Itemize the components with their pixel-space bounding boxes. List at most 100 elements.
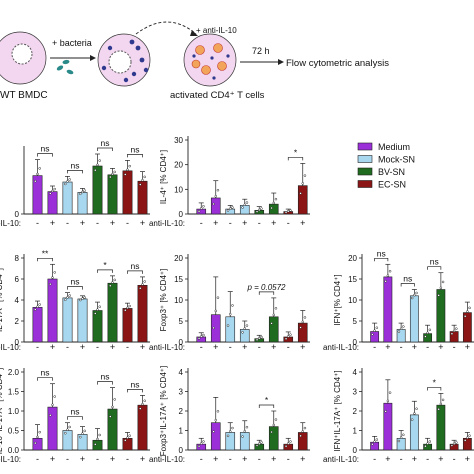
- condition-sign: -: [126, 454, 129, 464]
- legend-label: Medium: [378, 142, 410, 152]
- data-point: [284, 211, 288, 214]
- data-point: [109, 415, 112, 418]
- data-point: [260, 207, 263, 210]
- condition-sign: -: [36, 454, 39, 464]
- data-point: [126, 306, 129, 310]
- data-point: [111, 405, 114, 409]
- condition-sign: -: [96, 454, 99, 464]
- data-point: [426, 331, 429, 335]
- condition-sign: -: [126, 342, 129, 352]
- condition-sign: +: [140, 218, 145, 228]
- condition-axis-label: anti-IL-10:: [149, 343, 185, 352]
- significance-bracket: [127, 270, 143, 274]
- condition-axis-label: anti-IL-10:: [0, 343, 21, 352]
- data-point: [83, 429, 86, 433]
- data-point: [113, 398, 116, 401]
- y-axis-label: IL-17A⁺ [% CD4⁺]: [0, 268, 4, 332]
- condition-axis-label: anti-IL-10:: [149, 219, 185, 228]
- charts: 0nsnsnsnsanti-IL-10:-+-+-+-+0102030IL-4⁺…: [0, 136, 474, 464]
- bar: [239, 329, 250, 343]
- data-point: [270, 206, 273, 210]
- data-point: [289, 333, 292, 336]
- significance-label: *: [265, 395, 269, 405]
- y-tick-label: 5: [353, 317, 358, 326]
- time-label: 72 h: [252, 46, 270, 56]
- data-point: [229, 207, 232, 210]
- data-point: [38, 167, 41, 170]
- y-tick-label: 0: [353, 338, 358, 347]
- data-point: [289, 209, 292, 212]
- data-point: [274, 307, 278, 310]
- bar: [92, 165, 103, 215]
- data-point: [397, 439, 401, 443]
- data-point: [226, 324, 230, 327]
- data-point: [272, 423, 275, 427]
- data-point: [410, 418, 414, 421]
- data-point: [402, 433, 405, 437]
- bar: [137, 284, 148, 343]
- y-axis-label: IL-4⁺ [% CD4⁺]: [159, 150, 168, 204]
- data-point: [231, 304, 234, 307]
- y-tick-label: 1.0: [8, 407, 20, 416]
- y-tick-label: 0: [179, 338, 184, 347]
- bar: [137, 180, 148, 215]
- data-point: [53, 395, 56, 398]
- significance-bracket: [258, 404, 275, 408]
- bar: [122, 308, 133, 343]
- data-point: [36, 435, 39, 439]
- data-point: [424, 335, 427, 338]
- bar: [383, 402, 393, 451]
- data-point: [439, 286, 443, 290]
- significance-label: **: [42, 248, 49, 258]
- bar: [92, 439, 103, 451]
- chart-panel-r3c1: 0.0 0.5 1.0 1.5 2.0 IL-10⁺IL-17A⁺ [% CD4⁺] ns n…: [0, 368, 150, 464]
- condition-sign: -: [200, 342, 203, 352]
- data-point: [231, 426, 234, 430]
- significance-label: ns: [131, 379, 140, 389]
- data-point: [301, 430, 304, 433]
- data-point: [143, 399, 146, 403]
- condition-axis-label: anti-IL-10:: [149, 455, 185, 464]
- data-point: [197, 337, 201, 340]
- bacteria-icon: [56, 59, 74, 75]
- y-axis-label: IFN⁺IL-17A⁺ [% CD4⁺]: [333, 370, 342, 451]
- data-point: [437, 407, 440, 411]
- data-point: [299, 434, 302, 438]
- data-point: [258, 442, 261, 446]
- data-point: [98, 305, 101, 308]
- condition-sign: -: [66, 218, 69, 228]
- condition-sign: -: [426, 342, 429, 352]
- bar: [122, 170, 133, 215]
- y-tick-label: 2: [15, 317, 20, 326]
- data-point: [287, 442, 290, 445]
- condition-sign: +: [242, 454, 247, 464]
- condition-sign: -: [373, 454, 376, 464]
- condition-sign: +: [110, 454, 115, 464]
- data-point: [66, 180, 69, 183]
- significance-bracket: [97, 381, 113, 385]
- data-point: [51, 403, 54, 407]
- data-point: [94, 443, 97, 446]
- data-point: [139, 407, 142, 410]
- data-point: [83, 296, 86, 299]
- data-point: [109, 175, 112, 179]
- y-tick-label: 2: [179, 407, 184, 416]
- data-point: [216, 188, 220, 192]
- data-point: [463, 439, 467, 442]
- data-point: [450, 444, 454, 447]
- data-point: [94, 312, 97, 315]
- condition-sign: +: [300, 342, 305, 352]
- bar: [107, 408, 118, 451]
- bar: [32, 437, 43, 451]
- condition-sign: -: [229, 218, 232, 228]
- significance-bracket: [427, 387, 442, 391]
- data-point: [388, 391, 392, 394]
- bar: [370, 331, 380, 343]
- legend-label: BV-SN: [378, 167, 405, 177]
- y-tick-label: 4: [15, 296, 20, 305]
- bar: [268, 316, 279, 343]
- data-point: [68, 294, 71, 297]
- significance-bracket: [427, 266, 442, 270]
- y-tick-label: 8: [15, 254, 20, 263]
- tcell-well-icon: [183, 33, 237, 87]
